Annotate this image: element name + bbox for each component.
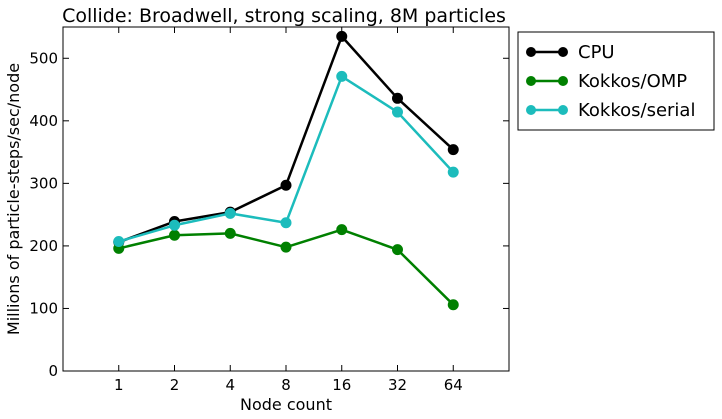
x-axis-label: Node count xyxy=(240,395,332,414)
data-point-kokkos-serial xyxy=(336,70,348,82)
chart-title: Collide: Broadwell, strong scaling, 8M p… xyxy=(62,5,506,27)
y-tick-label: 400 xyxy=(29,112,58,130)
legend-marker xyxy=(558,76,568,86)
y-axis-label: Millions of particle-steps/sec/node xyxy=(4,63,23,335)
y-tick-label: 0 xyxy=(48,362,58,380)
x-tick-label: 64 xyxy=(444,376,463,394)
y-tick-label: 100 xyxy=(29,299,58,317)
x-tick-label: 16 xyxy=(332,376,351,394)
x-tick-label: 4 xyxy=(225,376,235,394)
x-tick-label: 1 xyxy=(114,376,124,394)
y-axis: 0 100 200 300 400 500 xyxy=(29,49,509,380)
x-tick-label: 8 xyxy=(281,376,291,394)
data-point-kokkos-omp xyxy=(447,299,459,311)
data-point-cpu xyxy=(336,30,348,42)
y-tick-label: 300 xyxy=(29,174,58,192)
x-tick-label: 2 xyxy=(170,376,180,394)
series-layer xyxy=(113,30,459,311)
x-tick-label: 32 xyxy=(388,376,407,394)
data-point-kokkos-omp xyxy=(392,244,403,256)
data-point-kokkos-serial xyxy=(280,217,292,229)
data-point-kokkos-omp xyxy=(336,224,348,236)
data-point-kokkos-omp xyxy=(224,227,236,239)
data-point-cpu xyxy=(447,144,459,156)
legend-marker xyxy=(526,105,536,115)
y-tick-label: 500 xyxy=(29,49,58,67)
legend: CPU Kokkos/OMP Kokkos/serial xyxy=(517,31,715,131)
data-point-kokkos-serial xyxy=(113,236,125,248)
data-point-cpu xyxy=(280,179,292,191)
legend-marker xyxy=(526,47,536,57)
legend-marker xyxy=(558,105,568,115)
data-point-kokkos-serial xyxy=(224,207,236,219)
legend-label: Kokkos/OMP xyxy=(578,71,687,92)
data-point-kokkos-omp xyxy=(169,229,180,241)
data-point-kokkos-serial xyxy=(447,166,459,178)
data-point-cpu xyxy=(392,92,403,104)
plot-area xyxy=(62,26,510,372)
legend-marker xyxy=(558,47,568,57)
legend-marker xyxy=(526,76,536,86)
data-point-kokkos-omp xyxy=(280,241,292,253)
data-point-kokkos-serial xyxy=(392,106,403,118)
data-point-kokkos-serial xyxy=(169,219,180,231)
legend-label: CPU xyxy=(578,42,615,63)
y-tick-label: 200 xyxy=(29,237,58,255)
legend-label: Kokkos/serial xyxy=(578,100,695,121)
